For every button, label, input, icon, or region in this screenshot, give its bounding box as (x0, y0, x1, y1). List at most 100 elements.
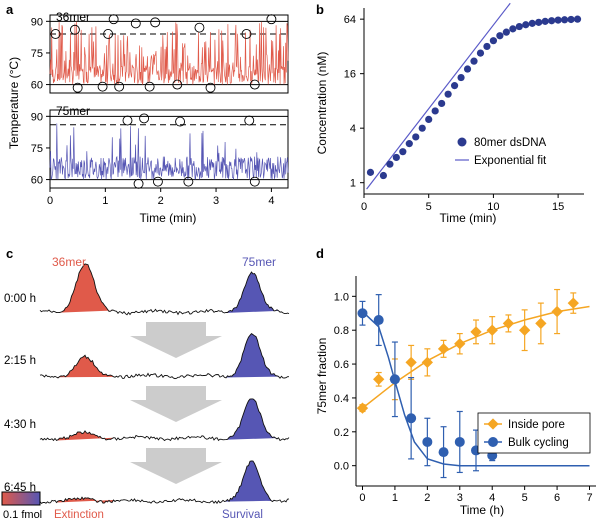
data-point (399, 148, 407, 156)
data-point-bulk-cycling (422, 436, 433, 447)
x-tick-label: 2 (424, 492, 430, 504)
time-label-0: 0:00 h (4, 293, 36, 305)
data-point-inside-pore (535, 317, 547, 330)
data-point-inside-pore (356, 402, 369, 414)
legend-box (477, 412, 591, 454)
legend-label-exponential-fit: Exponential fit (474, 155, 547, 167)
panel-b-y-axis-label: Concentration (nM) (315, 52, 329, 155)
data-point (366, 168, 375, 176)
data-point (502, 28, 510, 36)
x-tick-label: 0 (359, 492, 365, 504)
peak-75mer (224, 398, 279, 440)
fit-line-bulk-cycling (361, 311, 590, 467)
time-label-1: 2:15 h (4, 355, 36, 367)
data-point (509, 25, 517, 33)
data-point-inside-pore (421, 356, 434, 369)
peak-36mer (56, 355, 114, 378)
data-point-inside-pore (405, 356, 417, 369)
panel-d: 0.0 0.2 0.4 0.6 0.8 1.0 0 1 2 3 4 5 6 7 (334, 276, 596, 504)
data-point (515, 22, 523, 31)
survival-caption: Survival (222, 509, 263, 521)
data-point-bulk-cycling (438, 447, 449, 458)
panel-label-a: a (6, 2, 14, 17)
panel-d-y-axis-label: 75mer fraction (315, 338, 329, 415)
data-point (496, 32, 504, 40)
data-point (541, 17, 549, 25)
scale-bar (1, 491, 41, 506)
data-point (450, 82, 459, 90)
data-point (386, 160, 394, 168)
y-tick-label: 16 (344, 69, 356, 81)
x-tick-label: 1 (102, 195, 108, 207)
temperature-trace (49, 21, 289, 85)
legend-marker-inside-pore (487, 418, 499, 430)
data-point (554, 16, 562, 24)
event-circle (172, 79, 183, 90)
data-point (425, 115, 433, 124)
y-tick-label: 0.8 (334, 325, 349, 337)
x-tick-label: 0 (47, 195, 53, 207)
time-arrow (130, 322, 222, 358)
data-point-inside-pore (518, 324, 531, 336)
x-tick-label: 1 (392, 492, 398, 504)
y-tick-label: 0.2 (334, 427, 349, 439)
x-tick-label: 3 (213, 195, 219, 207)
y-tick-label: 75 (31, 143, 43, 155)
peak-36mer (56, 430, 114, 441)
event-circle (133, 178, 144, 189)
event-circle (50, 29, 61, 39)
y-tick-label: 0.0 (334, 461, 349, 473)
data-point (489, 37, 498, 45)
data-point (444, 90, 452, 98)
y-tick-label: 64 (344, 14, 356, 26)
data-point (560, 16, 569, 24)
electropherogram-trace (39, 263, 290, 316)
legend-marker-bulk-cycling (488, 437, 498, 447)
data-point (548, 17, 556, 25)
panel-label-b: b (316, 2, 324, 17)
x-tick-label: 10 (487, 201, 499, 213)
time-label-2: 4:30 h (4, 419, 36, 431)
event-circle (249, 176, 260, 187)
event-circle (97, 81, 108, 92)
event-circle (139, 113, 150, 124)
event-circle (114, 81, 125, 92)
peak-75mer (224, 272, 279, 314)
data-point (463, 65, 472, 73)
data-point (470, 57, 478, 65)
electropherogram-trace (39, 333, 289, 380)
data-point (483, 42, 491, 51)
panel-b-x-axis-label: Time (min) (440, 211, 497, 225)
time-arrow (130, 448, 222, 484)
data-point (418, 124, 426, 132)
panel-b-legend: 80mer dsDNA Exponential fit (455, 137, 547, 167)
x-tick-label: 4 (489, 492, 495, 504)
event-circle (266, 14, 277, 25)
x-tick-label: 3 (457, 492, 463, 504)
data-point (392, 153, 400, 162)
x-tick-label: 2 (158, 195, 164, 207)
data-point (379, 171, 388, 180)
data-point-bulk-cycling (373, 315, 384, 326)
data-point-inside-pore (437, 343, 450, 355)
data-point-bulk-cycling (389, 374, 400, 385)
data-point-inside-pore (486, 324, 498, 336)
event-circle (108, 14, 119, 25)
x-tick-label: 0 (361, 201, 367, 213)
event-circle (249, 79, 260, 90)
y-tick-label: 4 (350, 123, 356, 135)
event-circle (152, 176, 163, 187)
event-circle (69, 24, 80, 35)
legend-label-inside-pore: Inside pore (508, 419, 565, 431)
x-tick-label: 6 (554, 492, 560, 504)
data-point (412, 133, 420, 141)
data-point-inside-pore (551, 305, 563, 318)
data-point-bulk-cycling (454, 436, 465, 447)
panel-label-c: c (6, 246, 13, 261)
data-point-inside-pore (454, 338, 466, 350)
data-point (431, 107, 439, 115)
y-tick-label: 90 (31, 16, 43, 28)
data-point-inside-pore (470, 326, 482, 338)
extinction-caption: Extinction (54, 509, 104, 521)
event-circle (244, 115, 255, 126)
